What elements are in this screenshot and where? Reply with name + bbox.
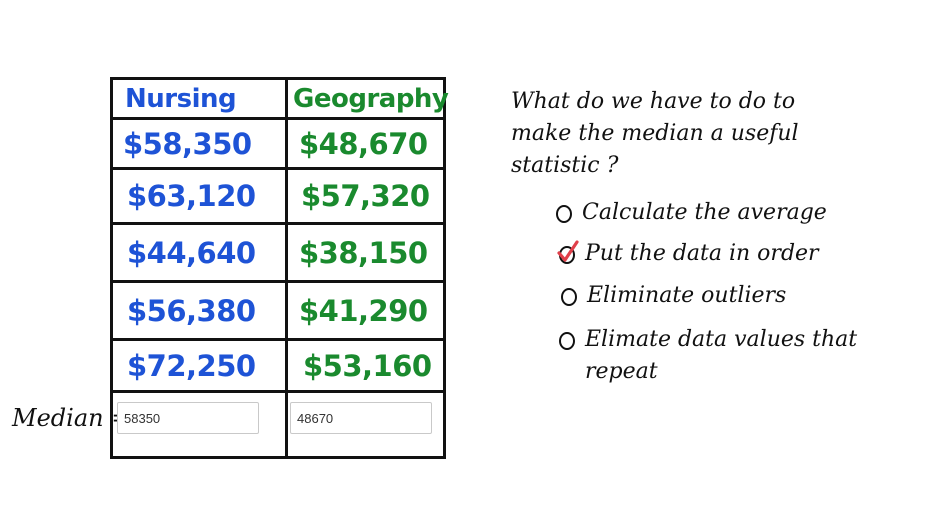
nursing-value-1: $58,350	[123, 126, 252, 161]
radio-checked-icon[interactable]	[557, 240, 579, 264]
option-eliminate-repeat-values[interactable]: Elimate data values that repeat	[558, 324, 888, 388]
nursing-value-2: $63,120	[127, 179, 256, 213]
option-calculate-average[interactable]: Calculate the average	[555, 197, 855, 229]
table-row-divider	[113, 280, 443, 283]
table-row-divider	[113, 117, 443, 120]
radio-unchecked-icon[interactable]	[560, 287, 578, 306]
table-row-divider	[113, 390, 443, 393]
radio-unchecked-icon[interactable]	[555, 204, 573, 223]
option-label: Put the data in order	[585, 241, 819, 266]
median-label: Median =	[12, 404, 132, 432]
salary-table: Nursing Geography $58,350 $48,670 $63,12…	[110, 77, 449, 459]
geography-value-3: $38,150	[299, 235, 428, 270]
table-row-divider	[113, 222, 443, 225]
nursing-value-3: $44,640	[127, 235, 256, 270]
table-row-divider	[113, 167, 443, 170]
geography-value-2: $57,320	[301, 179, 430, 213]
radio-unchecked-icon[interactable]	[558, 331, 576, 350]
nursing-value-5: $72,250	[127, 348, 256, 383]
nursing-median-input[interactable]	[117, 402, 259, 434]
option-label: Eliminate outliers	[587, 283, 787, 308]
header-nursing: Nursing	[125, 83, 237, 114]
table-column-divider	[285, 80, 288, 456]
nursing-value-4: $56,380	[127, 293, 256, 328]
geography-value-5: $53,160	[303, 348, 432, 383]
table-row-divider	[113, 338, 443, 341]
option-label: Calculate the average	[582, 200, 827, 225]
checkmark-icon	[557, 240, 579, 262]
option-put-data-in-order[interactable]: Put the data in order	[557, 238, 858, 270]
geography-median-input[interactable]	[290, 402, 432, 434]
option-eliminate-outliers[interactable]: Eliminate outliers	[560, 280, 860, 312]
geography-value-1: $48,670	[299, 126, 428, 161]
geography-value-4: $41,290	[299, 293, 428, 328]
option-label: Elimate data values that repeat	[585, 327, 858, 384]
header-geography: Geography	[293, 83, 449, 114]
question-text: What do we have to do to make the median…	[511, 89, 799, 178]
